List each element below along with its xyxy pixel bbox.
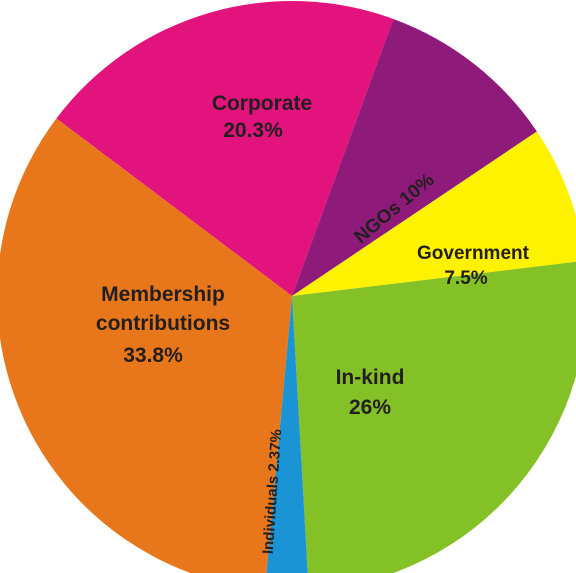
- slice-label-government: Government: [417, 243, 530, 264]
- slice-label-in-kind: In-kind: [336, 366, 405, 389]
- slice-label-membership-line2: contributions: [96, 312, 230, 335]
- pie-slice-membership: [0, 118, 292, 573]
- pie-slice-government: [292, 131, 576, 296]
- slice-value-membership: 33.8%: [123, 344, 183, 367]
- slice-value-in-kind: 26%: [349, 396, 391, 419]
- pie-slice-individuals: [266, 296, 308, 573]
- pie-slice-corporate: [56, 0, 394, 297]
- slice-value-corporate: 20.3%: [223, 119, 283, 142]
- pie-slice-ngos: [292, 18, 537, 296]
- slice-label-corporate: Corporate: [212, 92, 312, 115]
- slice-value-government: 7.5%: [444, 268, 487, 289]
- slice-label-membership-line1: Membership: [101, 283, 225, 306]
- pie-slice-in-kind: [292, 261, 576, 573]
